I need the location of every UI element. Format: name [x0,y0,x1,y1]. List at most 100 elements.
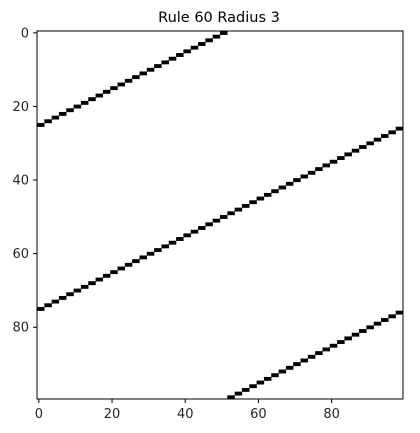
x-tick-label: 60 [250,407,267,422]
heatmap-cell [263,376,272,381]
heatmap-cell [124,78,133,83]
heatmap-cell [300,358,309,363]
chart-title: Rule 60 Radius 3 [158,10,280,26]
heatmap-cell [139,71,147,76]
x-tick-label: 40 [177,407,194,422]
heatmap-cell [329,343,338,348]
heatmap-cell [58,295,67,300]
heatmap-cell [388,314,396,319]
heatmap-cell [344,336,352,341]
heatmap-cell [329,159,338,164]
heatmap-cell [293,362,301,367]
heatmap-cell [58,111,67,116]
heatmap-cell [51,299,60,304]
x-axis: 0 20 40 60 80 [35,399,340,422]
heatmap-cell [117,82,126,87]
heatmap-cell [176,237,184,241]
heatmap-cell [37,123,45,127]
heatmap-cell [102,273,111,278]
heatmap-cell [249,384,257,389]
heatmap-cell [285,181,294,186]
heatmap-cell [293,178,301,183]
heatmap-cell [95,277,104,282]
heatmap-cell [110,86,118,91]
heatmap-cell [278,185,287,190]
heatmap-cell [241,203,250,208]
heatmap-cell [241,387,250,392]
heatmap-cell [337,340,345,344]
heatmap-cell [256,380,265,385]
heatmap-cell [183,233,191,238]
heatmap-cell [278,369,287,374]
heatmap-cell [220,215,228,219]
heatmap-cell [373,137,382,142]
heatmap-cell [66,292,74,297]
heatmap-cell [88,281,96,286]
heatmap-cell [249,200,257,205]
heatmap-cell [359,145,367,149]
heatmap-cell [117,266,126,271]
heatmap-cell [66,108,74,113]
heatmap-cell [80,284,89,289]
x-tick-label: 20 [104,407,121,422]
heatmap-cell [212,218,221,223]
heatmap-cell [95,93,104,98]
heatmap-cell [154,64,162,68]
heatmap-cell [307,170,316,175]
heatmap-cell [337,156,345,160]
heatmap-cell [220,31,228,35]
heatmap-cell [381,134,389,138]
heatmap-cell [307,354,316,359]
heatmap-cell [227,395,235,400]
heatmap-cell [344,152,352,157]
heatmap-cell [395,310,404,315]
heatmap-cell [366,141,374,146]
y-tick-label: 60 [12,247,29,262]
heatmap-cell [110,270,118,275]
heatmap-cell [37,307,45,311]
heatmap-cell [73,288,82,293]
x-tick-label: 80 [323,407,340,422]
heatmap-cell [381,318,389,322]
heatmap-cell [80,100,89,105]
heatmap-cell [351,332,360,337]
heatmap-cell [161,244,169,249]
heatmap-cell [322,163,330,168]
heatmap-cell [161,60,169,65]
y-axis: 0 20 40 60 80 [12,26,37,336]
heatmap-cell [256,196,265,201]
heatmap-cell [388,130,396,135]
heatmap-cell [300,174,309,179]
heatmap-cell [124,262,133,267]
heatmap-cell [168,240,177,245]
heatmap-cell [205,222,213,227]
x-tick-label: 0 [35,407,43,422]
heatmap-cell [271,373,279,378]
heatmap-cell [51,115,60,120]
heatmap-cell [315,351,323,356]
y-tick-label: 80 [12,321,29,336]
y-tick-label: 40 [12,174,29,189]
heatmap-cell [359,329,367,333]
heatmap-cell [88,97,96,102]
heatmap-cell [132,259,140,264]
heatmap-cell [146,251,155,256]
heatmap-cell [190,229,199,234]
plot-frame [36,30,404,400]
heatmap-cell [102,89,111,94]
heatmap-cell [271,189,279,194]
heatmap-cell [198,42,206,46]
y-tick-label: 20 [12,100,29,115]
y-tick-label: 0 [21,26,29,41]
heatmap-cell [395,126,404,131]
heatmap-cell [190,45,199,50]
heatmap-cell [183,49,191,54]
heatmap-cell [263,192,272,197]
heatmap-cell [154,248,162,252]
heatmap-cell [373,321,382,326]
heatmap-cell [73,104,82,109]
heatmap-cell [132,75,140,80]
heatmap-cell [176,53,184,57]
heatmap-cell [44,119,52,124]
